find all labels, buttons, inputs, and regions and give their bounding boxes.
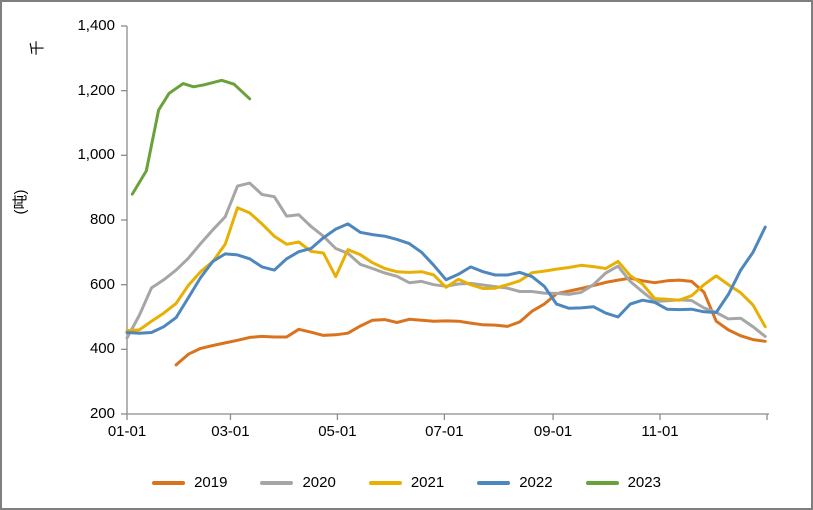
legend-label: 2023 [627,474,661,491]
series-line-2019 [174,276,767,367]
y-tick-label: 200 [89,405,115,422]
y-axis-title: (吨) [12,189,29,215]
legend-label: 2019 [194,474,228,491]
series-line-2023 [130,78,252,196]
legend-swatch-2020 [260,481,294,485]
y-tick-label: 1,200 [77,81,115,99]
legend-swatch-2023 [585,481,619,485]
legend-item-2019[interactable]: 2019 [152,473,227,493]
y-tick-label: 1,400 [77,17,115,34]
legend-item-2020[interactable]: 2020 [260,473,336,493]
legend-label: 2021 [410,474,445,491]
legend-item-2023[interactable]: 2023 [585,473,661,493]
y-tick-label: 400 [89,340,115,358]
x-tick-label: 03-01 [211,423,250,440]
x-tick-label: 11-01 [641,423,679,440]
y-axis-unit-label: 千 [29,40,46,56]
x-tick-label: 05-01 [318,423,357,440]
x-tick-label: 07-01 [425,423,464,440]
series-line-2021 [125,206,767,333]
axes [121,25,769,420]
legend-swatch-2021 [368,481,402,485]
x-tick-label: 09-01 [533,423,573,440]
legend-swatch-2019 [152,481,186,485]
y-tick-label: 800 [89,211,115,228]
legend-item-2021[interactable]: 2021 [368,473,445,493]
legend-label: 2022 [519,474,553,491]
series-line-2022 [125,222,767,335]
series-line-2020 [125,181,767,340]
legend-item-2022[interactable]: 2022 [477,473,553,493]
legend-label: 2020 [302,474,336,491]
y-tick-label: 600 [89,275,115,293]
y-tick-label: 1,000 [77,146,115,164]
chart-legend: 2019 2020 2021 2022 2023 [2,470,811,496]
x-tick-label: 01-01 [107,423,147,440]
legend-swatch-2022 [477,481,511,485]
series-lines [125,78,767,367]
